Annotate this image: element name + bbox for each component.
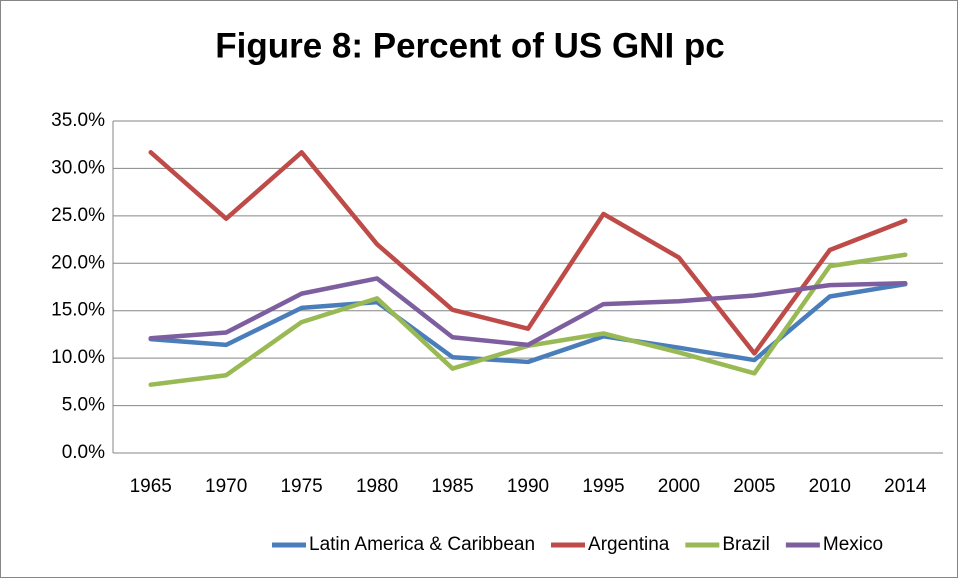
y-tick-label: 20.0% [51,252,105,273]
x-tick-label: 1975 [280,476,322,497]
x-tick-label: 2005 [733,476,775,497]
legend-label: Mexico [823,534,883,555]
y-tick-label: 10.0% [51,347,105,368]
x-tick-label: 1990 [507,476,549,497]
legend-label: Argentina [588,534,670,555]
x-tick-label: 2010 [809,476,851,497]
x-tick-label: 2014 [884,476,927,497]
series-line [148,276,908,348]
x-tick-label: 1965 [130,476,172,497]
y-tick-label: 35.0% [51,110,105,131]
x-tick-label: 2000 [658,476,700,497]
chart-title: Figure 8: Percent of US GNI pc [215,26,725,65]
legend-label: Latin America & Caribbean [309,534,535,555]
series-line [148,150,908,356]
x-tick-label: 1985 [431,476,473,497]
y-tick-label: 0.0% [62,442,105,463]
y-tick-label: 15.0% [51,300,105,321]
y-tick-label: 5.0% [62,395,105,416]
x-tick-label: 1980 [356,476,398,497]
x-tick-label: 1970 [205,476,247,497]
y-tick-label: 25.0% [51,205,105,226]
x-tick-label: 1995 [582,476,624,497]
y-tick-label: 30.0% [51,157,105,178]
legend-label: Brazil [722,534,770,555]
